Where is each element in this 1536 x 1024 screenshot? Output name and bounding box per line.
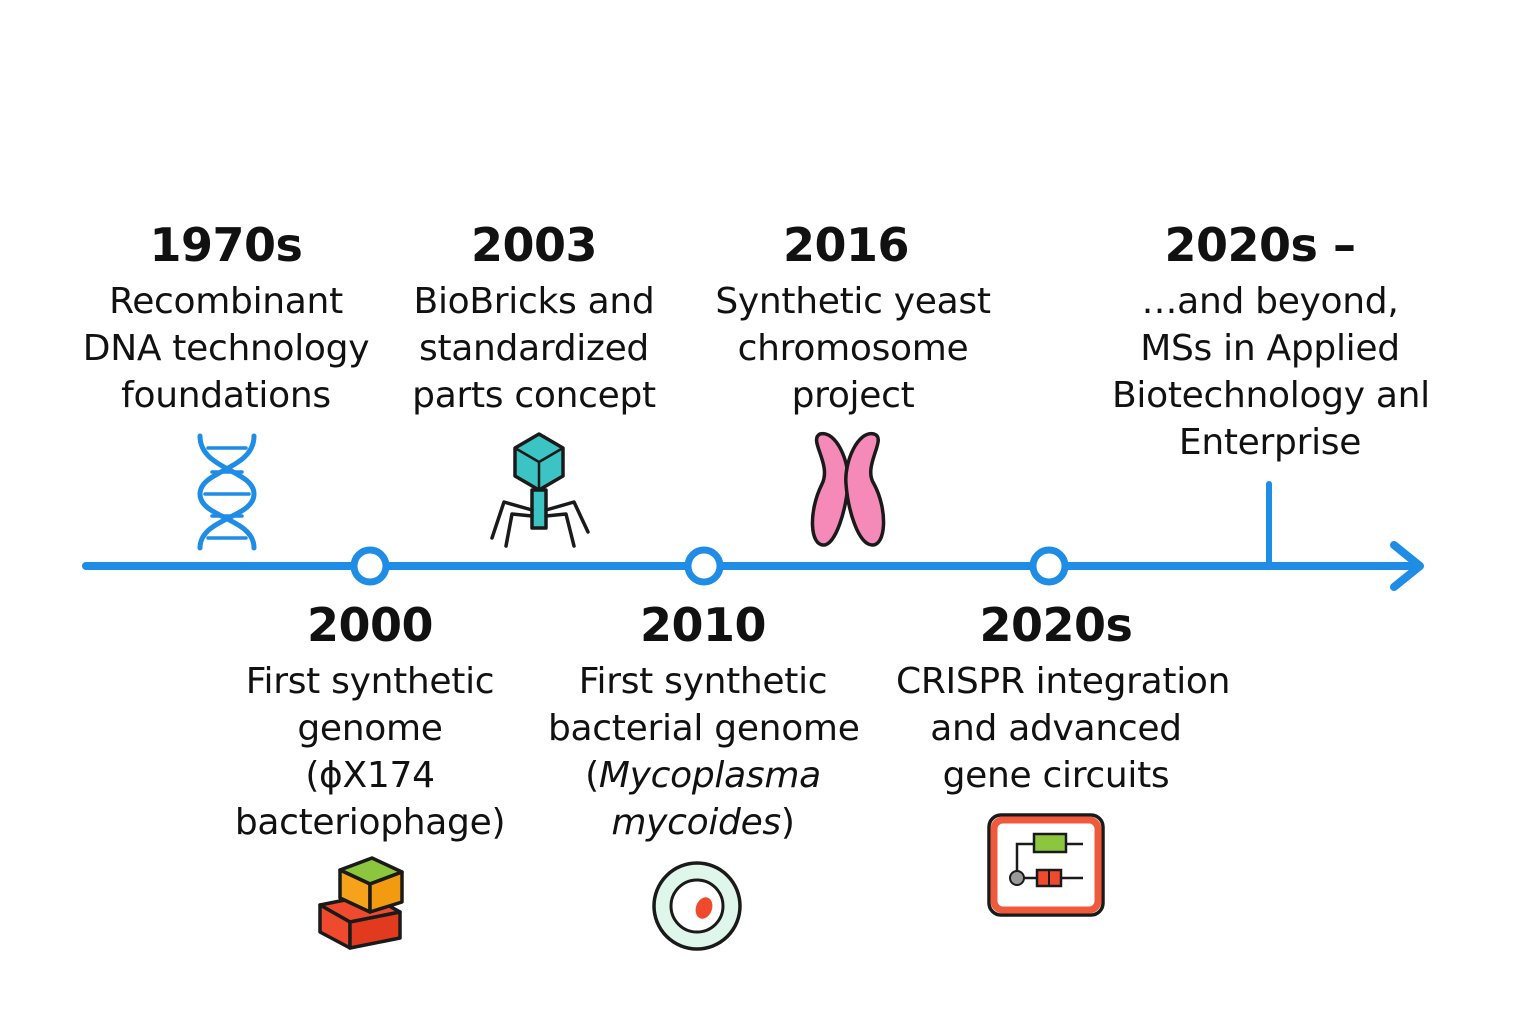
cell-icon [652,861,742,951]
axis-node-2000 [350,546,390,586]
description-line: Synthetic yeast [715,281,991,322]
event-1970s: 1970s Recombinant DNA technology foundat… [76,218,376,419]
event-2010: 2010 First synthetic bacterial genome (M… [548,598,860,846]
event-year: 2016 [782,218,910,272]
description-line: Enterprise [1178,422,1362,463]
description-line-species: (Mycoplasma [548,752,858,799]
paren-close: ) [780,802,795,843]
description-line: …and beyond, [1141,281,1399,322]
description-line: (ϕX174 [305,755,435,796]
description-line: and advanced [930,708,1182,749]
description-line: gene circuits [942,755,1170,796]
description-line: parts concept [412,375,656,416]
description-line-species: mycoides) [548,799,858,846]
event-description: …and beyond, MSs in Applied Biotechnolog… [1112,278,1430,466]
description-line: First synthetic [578,661,828,702]
event-year: 2010 [639,598,767,652]
event-description: CRISPR integration and advanced gene cir… [896,658,1231,799]
stacked-blocks-icon [318,856,404,950]
axis-arrowhead [1390,541,1424,591]
description-line: bacterial genome [548,708,860,749]
species-epithet: mycoides [611,802,781,843]
description-line: foundations [121,375,331,416]
event-year: 2000 [306,598,434,652]
paren-open: ( [585,755,599,796]
event-year: 2020s – [1164,218,1356,272]
species-genus: Mycoplasma [598,755,821,796]
timeline-axis [82,481,1424,591]
description-line: bacteriophage) [234,802,506,843]
description-line: Recombinant [109,281,343,322]
event-year: 2020s [979,598,1133,652]
chromosome-icon [810,432,886,547]
event-year: 1970s [149,218,303,272]
description-line: DNA technology [82,328,370,369]
bacteriophage-icon [490,432,590,548]
event-description: First synthetic bacterial genome (Mycopl… [548,658,860,846]
event-description: First synthetic genome (ϕX174 bacterioph… [220,658,520,846]
axis-node-2010 [684,546,724,586]
description-line: Biotechnology anl [1112,375,1430,416]
event-2020s: 2020s CRISPR integration and advanced ge… [896,598,1231,799]
event-2003: 2003 BioBricks and standardized parts co… [384,218,684,419]
description-line: CRISPR integration [896,661,1231,702]
dna-helix-icon [197,433,257,551]
description-line: chromosome [737,328,969,369]
event-description: Synthetic yeast chromosome project [700,278,1006,419]
event-2000: 2000 First synthetic genome (ϕX174 bacte… [220,598,520,846]
event-description: Recombinant DNA technology foundations [76,278,376,419]
gene-circuit-icon [987,813,1105,917]
description-line: First synthetic [245,661,495,702]
description-line: MSs in Applied [1140,328,1400,369]
description-line: standardized [419,328,649,369]
event-2020s-beyond: 2020s – …and beyond, MSs in Applied Biot… [1112,218,1430,466]
event-description: BioBricks and standardized parts concept [384,278,684,419]
description-line: project [791,375,915,416]
event-year: 2003 [470,218,598,272]
description-line: genome [297,708,443,749]
axis-node-2020s [1029,546,1069,586]
event-2016: 2016 Synthetic yeast chromosome project [700,218,1006,419]
description-line: BioBricks and [413,281,655,322]
